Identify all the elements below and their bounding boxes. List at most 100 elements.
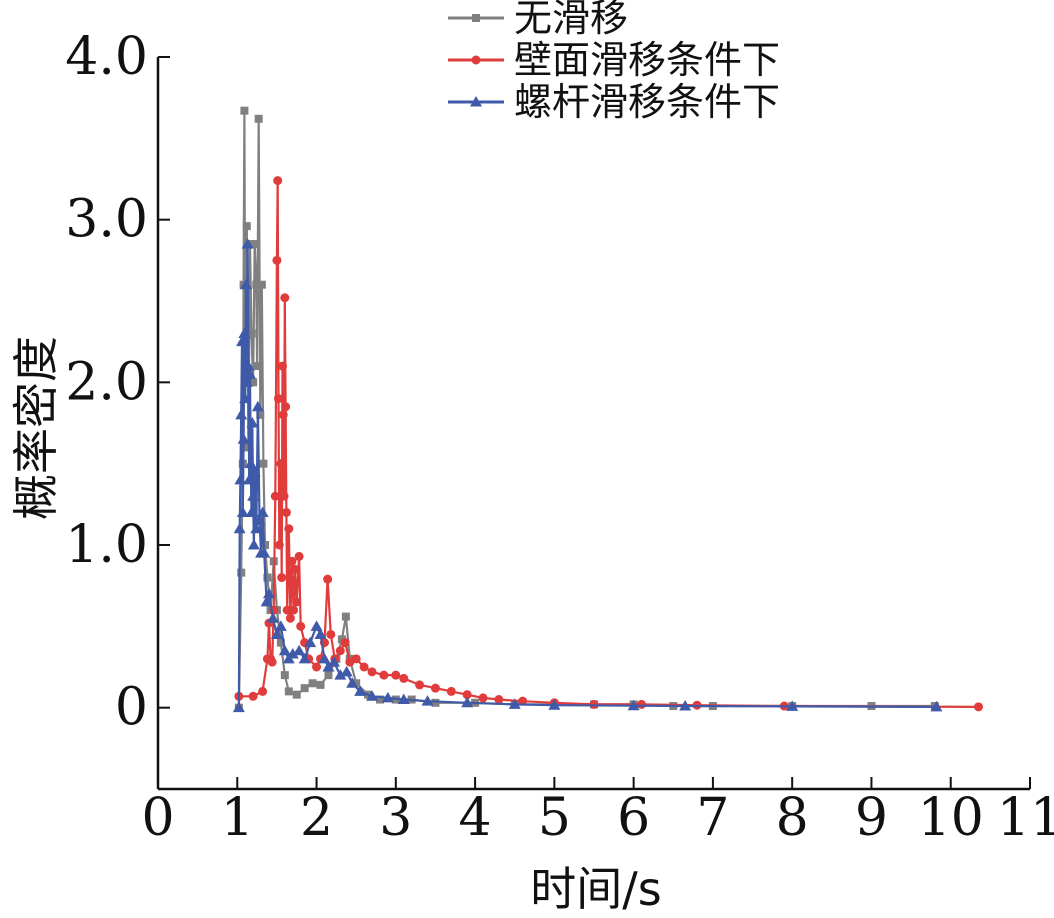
data-point: [238, 327, 251, 339]
data-point: [285, 613, 295, 623]
data-point: [262, 587, 275, 599]
series-layer: [232, 106, 983, 713]
data-point: [246, 417, 259, 428]
data-point: [256, 506, 269, 517]
data-point: [274, 620, 287, 631]
x-tick-label: 8: [776, 788, 809, 848]
data-point: [431, 698, 440, 707]
data-point: [399, 673, 409, 683]
data-point: [340, 638, 350, 648]
y-axis: 0 1.0 2.0 3.0 4.0: [65, 27, 170, 738]
data-point: [256, 410, 265, 419]
data-point: [446, 686, 456, 696]
data-point: [284, 687, 293, 696]
data-point: [548, 699, 561, 710]
data-point: [243, 473, 256, 485]
series-3: [232, 238, 943, 713]
data-point: [326, 629, 336, 639]
data-point: [318, 652, 331, 664]
data-point: [300, 684, 309, 693]
x-tick-label: 3: [379, 788, 412, 848]
data-point: [289, 605, 299, 615]
data-point: [381, 691, 394, 703]
x-axis: 0 1 2 3 4 5 6 7 8 9 10 11: [141, 777, 1054, 848]
legend-item: 无滑移: [448, 0, 628, 40]
legend-marker: [471, 55, 481, 65]
data-point: [276, 638, 285, 647]
data-point: [240, 376, 253, 387]
data-point: [237, 568, 246, 577]
data-point: [290, 564, 300, 574]
data-point: [248, 465, 261, 477]
data-point: [274, 540, 284, 550]
data-point: [314, 628, 327, 639]
data-point: [359, 662, 369, 672]
data-point: [242, 222, 251, 231]
data-point: [276, 459, 286, 469]
series-line: [238, 179, 979, 708]
data-point: [352, 679, 361, 688]
data-point: [267, 657, 277, 667]
data-point: [310, 620, 323, 631]
legend-item: 壁面滑移条件下: [448, 38, 780, 82]
data-point: [494, 695, 504, 705]
data-point: [286, 647, 299, 659]
data-point: [243, 368, 256, 379]
data-point: [247, 490, 260, 501]
data-point: [340, 665, 353, 677]
data-point: [249, 378, 258, 387]
data-point: [237, 433, 250, 444]
y-tick-label: 2.0: [65, 352, 148, 412]
data-point: [260, 595, 273, 607]
data-point: [244, 457, 257, 469]
data-point: [233, 522, 246, 534]
data-point: [247, 539, 260, 550]
legend-label: 壁面滑移条件下: [514, 38, 780, 82]
data-point: [327, 656, 340, 667]
data-point: [627, 699, 640, 711]
data-point: [786, 700, 799, 711]
data-point: [335, 646, 345, 656]
data-point: [637, 699, 647, 709]
data-point: [248, 691, 258, 701]
data-point: [397, 693, 410, 705]
data-point: [278, 644, 291, 656]
data-point: [235, 408, 248, 420]
legend-marker: [472, 14, 480, 22]
data-point: [239, 392, 252, 404]
data-point: [280, 293, 290, 303]
data-point: [253, 514, 266, 526]
data-point: [282, 605, 292, 615]
data-point: [312, 662, 322, 672]
legend-marker: [470, 96, 482, 107]
data-point: [261, 541, 270, 549]
data-point: [304, 636, 317, 648]
data-point: [232, 701, 245, 713]
x-tick-label: 9: [855, 788, 888, 848]
x-tick-label: 11: [997, 788, 1054, 848]
data-point: [234, 473, 247, 485]
data-point: [258, 547, 271, 558]
data-point: [346, 677, 359, 688]
data-point: [239, 278, 252, 290]
data-point: [293, 644, 306, 656]
data-point: [324, 671, 333, 680]
data-point: [973, 702, 983, 712]
data-point: [236, 335, 249, 347]
legend-label: 无滑移: [514, 0, 628, 40]
data-point: [273, 176, 283, 186]
legend-item: 螺杆滑移条件下: [448, 80, 780, 124]
data-point: [280, 671, 289, 680]
data-point: [379, 670, 389, 680]
data-point: [236, 506, 249, 517]
data-point: [251, 400, 264, 412]
data-point: [351, 654, 361, 664]
data-point: [287, 556, 297, 566]
y-tick-label: 0: [115, 678, 148, 738]
data-point: [270, 491, 280, 501]
data-point: [277, 573, 287, 583]
x-tick-label: 0: [141, 788, 174, 848]
data-point: [279, 491, 289, 501]
